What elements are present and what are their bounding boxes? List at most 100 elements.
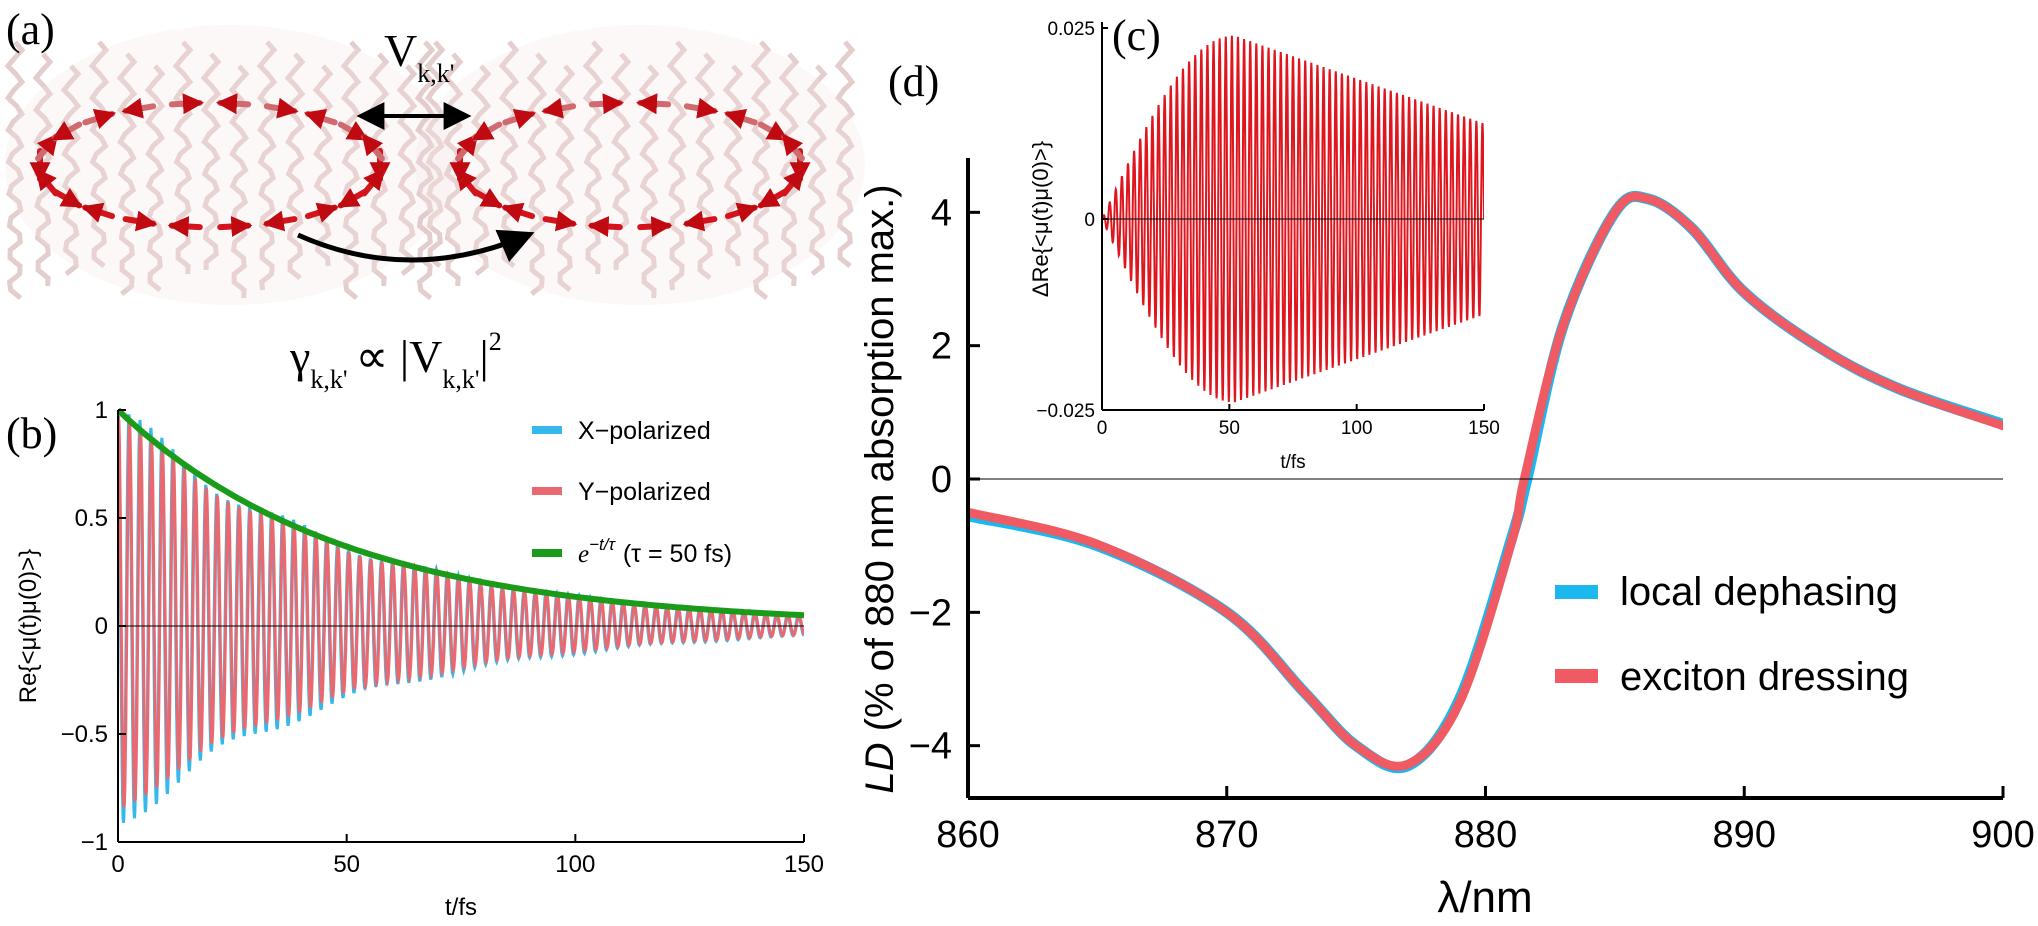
protein-helix (442, 52, 464, 287)
d-series-exciton-dressing (968, 191, 2003, 771)
chromophore-arrow (682, 210, 718, 232)
chromophore-arrow (121, 97, 157, 119)
d-x-tick-label: 880 (1454, 814, 1517, 856)
protein-helix (424, 40, 446, 268)
c-y-tick-label: −0.025 (1036, 401, 1095, 422)
chromophore-arrow (122, 210, 158, 232)
protein-helix (470, 64, 492, 276)
protein-helix (834, 40, 856, 268)
chromophore-arrow (587, 216, 623, 238)
chromophore-arrow (501, 202, 536, 223)
protein-helix (144, 64, 166, 292)
protein-helix (498, 40, 520, 268)
panel-d: 860 870 880 890 900 −4 −2 0 2 4 λ/nm LD (% of 880… (858, 158, 2035, 922)
c-y-label: ΔRe{<μ(t)μ(0)>} (1028, 141, 1053, 297)
d-y-tick-label: −2 (909, 592, 952, 634)
d-y-tick-label: 0 (931, 459, 952, 501)
d-ticks: 860 870 880 890 900 −4 −2 0 2 4 (909, 192, 2035, 856)
chromophore-arrow (81, 202, 116, 223)
panel-label-c: (c) (1112, 11, 1161, 60)
c-plot-area (1102, 35, 1484, 403)
b-legend-env: e−t/τ (τ = 50 fs) (578, 535, 732, 568)
chromophore-arrow (636, 93, 672, 115)
protein-helix (340, 40, 362, 300)
protein-shadow (5, 25, 455, 305)
protein-helix (396, 64, 418, 276)
protein-helix (750, 40, 772, 300)
b-y-tick-label: −0.5 (61, 721, 108, 748)
chromophore-arrow (757, 188, 789, 209)
c-series-difference (1102, 35, 1484, 403)
protein-helix (722, 64, 744, 267)
chromophore-arrow (51, 120, 83, 142)
d-x-tick-label: 900 (1971, 814, 2034, 856)
c-x-tick-label: 0 (1097, 418, 1108, 439)
protein-helix (610, 52, 632, 271)
chromophore-arrow (51, 188, 83, 209)
chromophore-arrow (167, 216, 203, 238)
b-y-tick-label: −1 (81, 829, 108, 856)
b-y-tick-label: 1 (95, 397, 108, 424)
chromophore-arrow (588, 93, 624, 115)
d-x-tick-label: 890 (1713, 814, 1776, 856)
protein-helix (312, 64, 334, 267)
chromophore-arrow (337, 188, 369, 209)
protein-helix (806, 64, 828, 276)
b-legend-x: X−polarized (578, 417, 711, 445)
b-x-tick-label: 0 (111, 851, 124, 878)
d-y-tick-label: 4 (931, 192, 952, 234)
chromophore-arrow (82, 108, 117, 129)
d-plot-area (968, 190, 2003, 774)
panel-label-d: (d) (888, 57, 939, 106)
protein-helix (60, 64, 82, 276)
c-y-tick-label: 0.025 (1047, 19, 1095, 40)
b-ticks: 0 50 100 150 −1 −0.5 0 0.5 1 (61, 397, 824, 878)
chromophore-arrow (216, 93, 252, 115)
transfer-arrow (296, 229, 535, 263)
protein-helix (88, 40, 110, 268)
c-y-tick-label: 0 (1084, 210, 1095, 231)
b-x-tick-label: 50 (333, 851, 360, 878)
chromophore-arrow (262, 210, 298, 232)
d-x-tick-label: 860 (936, 814, 999, 856)
chromophore-arrow (304, 202, 339, 223)
b-x-label: t/fs (445, 894, 477, 921)
panel-b: 0 50 100 150 −1 −0.5 0 0.5 1 t/fs Re{<μ(t)μ(0)>}… (15, 397, 824, 921)
b-series-envelope (118, 407, 804, 619)
d-y-tick-label: 2 (931, 326, 952, 368)
b-y-label: Re{<μ(t)μ(0)>} (15, 549, 42, 703)
d-legend-dressing: exciton dressing (1620, 655, 1909, 699)
d-x-tick-label: 870 (1195, 814, 1258, 856)
b-y-tick-label: 0 (95, 613, 108, 640)
chromophore-arrow (683, 97, 719, 119)
protein-helix (284, 52, 306, 280)
protein-helix (694, 52, 716, 280)
chromophore-arrow (471, 188, 503, 209)
chromophore-arrow (471, 120, 503, 142)
b-legend-y: Y−polarized (578, 478, 711, 506)
d-y-label: LD (% of 880 nm absorption max.) (858, 184, 902, 793)
b-x-tick-label: 100 (555, 851, 595, 878)
d-legend-local: local dephasing (1620, 570, 1898, 614)
chromophore-arrow (217, 216, 253, 238)
chromophore-ring-left (29, 93, 391, 238)
c-x-tick-label: 50 (1219, 418, 1240, 439)
panel-label-b: (b) (6, 409, 57, 458)
protein-helix (256, 40, 278, 291)
c-x-label: t/fs (1280, 452, 1305, 473)
chromophore-arrow (724, 202, 759, 223)
c-x-tick-label: 100 (1341, 418, 1373, 439)
chromophore-arrow (757, 120, 789, 142)
protein-helix (554, 64, 576, 292)
panel-a: Vk,k' γk,k' ∝ |Vk,k'|2 (4, 25, 865, 394)
chromophore-arrow (361, 133, 385, 162)
chromophore-arrow (542, 210, 578, 232)
d-y-tick-label: −4 (909, 726, 952, 768)
panel-label-a: (a) (6, 5, 55, 54)
chromophore-arrow (337, 120, 369, 142)
chromophore-arrow (781, 133, 805, 162)
chromophore-arrow (637, 216, 673, 238)
chromophore-arrow (541, 97, 577, 119)
b-y-tick-label: 0.5 (75, 505, 108, 532)
